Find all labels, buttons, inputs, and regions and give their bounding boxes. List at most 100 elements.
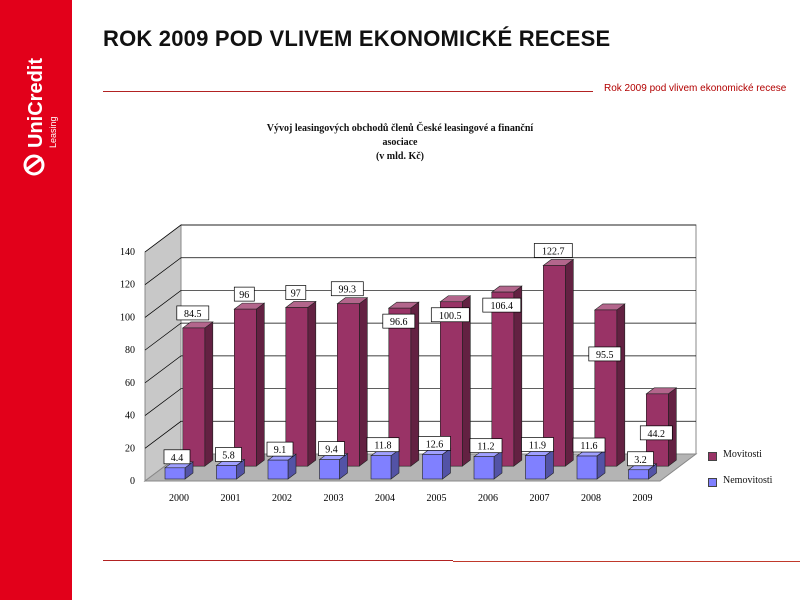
bar-movitosti-side xyxy=(255,302,265,467)
x-tick-label: 2008 xyxy=(581,493,601,504)
x-tick-label: 2003 xyxy=(324,493,344,504)
bar-nemovitosti xyxy=(473,456,495,480)
data-label-movitosti-box xyxy=(533,243,573,258)
bar-movitosti-side xyxy=(204,321,214,467)
bar-nemovitosti xyxy=(164,467,186,480)
x-tick-label: 2006 xyxy=(478,493,498,504)
y-tick-label: 140 xyxy=(120,247,135,258)
gridline xyxy=(144,224,696,253)
x-tick-label: 2000 xyxy=(169,493,189,504)
chart-title-line1: Vývoj leasingových obchodů členů České l… xyxy=(266,123,534,148)
legend-swatch-nemovitosti xyxy=(708,478,717,487)
data-label-nemovitosti-box xyxy=(572,437,606,453)
y-tick-label: 20 xyxy=(125,443,135,454)
y-tick-label: 120 xyxy=(120,280,135,291)
data-label-nemovitosti: 12.6 xyxy=(426,439,444,450)
data-label-movitosti-box xyxy=(176,305,210,321)
data-label-movitosti: 99.3 xyxy=(339,285,357,296)
data-label-nemovitosti-box xyxy=(521,437,554,452)
header-rule xyxy=(103,91,593,92)
gridline xyxy=(144,322,696,351)
gridline xyxy=(144,355,696,384)
data-label-movitosti: 122.7 xyxy=(542,246,565,257)
bar-nemovitosti xyxy=(422,454,443,480)
bar-movitosti-side xyxy=(616,303,626,467)
data-label-nemovitosti-box xyxy=(366,437,400,453)
data-label-nemovitosti-box xyxy=(163,449,191,465)
bar-nemovitosti xyxy=(267,459,289,480)
data-label-nemovitosti-box xyxy=(418,436,451,451)
data-label-movitosti-box xyxy=(639,425,673,441)
data-label-movitosti-box xyxy=(430,307,470,323)
data-label-movitosti: 95.5 xyxy=(596,350,614,361)
bar-nemovitosti xyxy=(216,465,237,480)
data-label-movitosti: 44.2 xyxy=(648,429,666,440)
data-label-nemovitosti-box xyxy=(266,441,294,457)
data-label-nemovitosti: 11.9 xyxy=(529,441,546,452)
y-tick-label: 0 xyxy=(130,476,135,487)
bar-nemovitosti xyxy=(370,455,392,480)
data-label-nemovitosti: 9.1 xyxy=(274,445,287,456)
data-label-nemovitosti: 9.4 xyxy=(325,445,338,456)
gridline xyxy=(144,257,696,285)
slide-title: ROK 2009 POD VLIVEM EKONOMICKÉ RECESE xyxy=(103,26,611,51)
data-label-movitosti-box xyxy=(482,297,522,313)
data-label-movitosti: 106.4 xyxy=(491,301,514,312)
header-subtitle: Rok 2009 pod vlivem ekonomické recese xyxy=(604,83,787,94)
data-label-nemovitosti-box xyxy=(318,441,345,456)
bar-nemovitosti xyxy=(525,455,546,480)
x-tick-label: 2007 xyxy=(530,493,550,504)
data-label-nemovitosti: 4.4 xyxy=(171,453,184,464)
unicredit-logo: UniCredit Leasing xyxy=(23,58,58,176)
data-label-nemovitosti: 11.8 xyxy=(374,441,391,452)
data-label-nemovitosti-box xyxy=(469,438,503,454)
gridline xyxy=(144,420,696,449)
x-tick-label: 2001 xyxy=(221,493,241,504)
y-tick-label: 80 xyxy=(125,345,135,356)
x-tick-label: 2009 xyxy=(633,493,653,504)
legend-swatch-movitosti xyxy=(708,452,717,461)
bar-movitosti xyxy=(542,265,566,467)
bar-movitosti-side xyxy=(307,300,317,467)
bar-movitosti xyxy=(234,308,257,467)
chart-side-wall xyxy=(144,224,182,482)
data-label-nemovitosti-box xyxy=(215,447,242,462)
x-tick-label: 2002 xyxy=(272,493,292,504)
x-tick-label: 2005 xyxy=(427,493,447,504)
gridline xyxy=(144,388,696,416)
data-label-movitosti: 100.5 xyxy=(439,311,462,322)
data-label-movitosti-box xyxy=(233,286,255,302)
data-label-movitosti: 84.5 xyxy=(184,309,202,320)
data-label-nemovitosti: 5.8 xyxy=(222,451,235,462)
data-label-movitosti: 96 xyxy=(239,290,249,301)
bar-movitosti xyxy=(388,307,412,467)
footer-rule-left xyxy=(103,560,453,561)
data-label-nemovitosti: 3.2 xyxy=(634,455,647,466)
legend-label-nemovitosti: Nemovitosti xyxy=(723,475,773,486)
bar-movitosti xyxy=(439,301,463,467)
data-label-movitosti-box xyxy=(588,346,622,362)
y-tick-label: 40 xyxy=(125,411,135,422)
data-label-nemovitosti: 11.2 xyxy=(477,442,494,453)
legend-label-movitosti: Movitosti xyxy=(723,449,762,460)
y-tick-label: 60 xyxy=(125,378,135,389)
data-label-movitosti-box xyxy=(382,313,416,329)
y-tick-label: 100 xyxy=(120,312,135,323)
svg-text:Leasing: Leasing xyxy=(48,116,58,148)
brand-sidebar: UniCredit Leasing xyxy=(0,0,72,600)
data-label-movitosti: 97 xyxy=(291,288,301,299)
svg-text:UniCredit: UniCredit xyxy=(25,58,47,148)
chart-title: Vývoj leasingových obchodů členů České l… xyxy=(250,122,550,164)
bar-movitosti xyxy=(182,327,206,467)
bar-movitosti-side xyxy=(358,297,368,467)
data-label-movitosti-box xyxy=(285,285,307,300)
bar-movitosti xyxy=(285,307,309,467)
bar-nemovitosti xyxy=(576,455,598,480)
bar-nemovitosti xyxy=(628,469,649,480)
gridline xyxy=(144,290,696,318)
data-label-movitosti: 96.6 xyxy=(390,317,408,328)
data-label-nemovitosti-box xyxy=(627,451,654,467)
bar-movitosti-side xyxy=(564,258,574,467)
bar-movitosti-side xyxy=(513,285,523,467)
